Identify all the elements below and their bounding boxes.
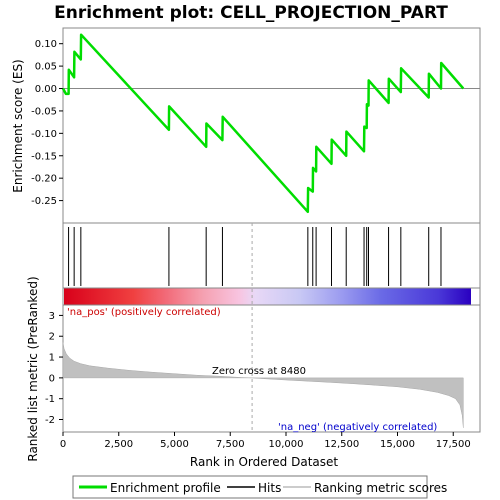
x-tick-label: 17,500	[436, 439, 471, 450]
x-axis-label: Rank in Ordered Dataset	[190, 455, 338, 469]
x-tick-label: 5,000	[160, 439, 189, 450]
rank-y-tick-label: 0	[49, 373, 55, 384]
legend-label-hits: Hits	[258, 481, 281, 495]
es-y-axis-label: Enrichment score (ES)	[11, 59, 25, 192]
es-y-tick-label: -0.15	[31, 151, 57, 162]
x-tick-label: 7,500	[216, 439, 245, 450]
x-tick-label: 2,500	[104, 439, 133, 450]
pos-correlated-label: 'na_pos' (positively correlated)	[67, 307, 221, 318]
x-tick-label: 0	[60, 439, 66, 450]
x-tick-label: 15,000	[380, 439, 415, 450]
rank-y-tick-label: 3	[49, 311, 55, 322]
rank-x-axis: 0 2,500 5,000 7,500 10,000 12,500 15,000 17,500	[60, 432, 471, 450]
es-y-tick-label: -0.05	[31, 106, 57, 117]
rank-y-tick-label: -2	[45, 415, 55, 426]
chart-title: Enrichment plot: CELL_PROJECTION_PART	[54, 3, 448, 23]
es-y-tick-label: -0.10	[31, 129, 57, 140]
rank-y-tick-label: 1	[49, 353, 55, 364]
rank-y-tick-label: -1	[45, 394, 55, 405]
es-y-axis: 0.10 0.05 0.00 -0.05 -0.10 -0.15 -0.20 -0.25	[31, 39, 63, 207]
es-y-tick-label: -0.25	[31, 196, 57, 207]
rank-y-axis: 3 2 1 0 -1 -2	[45, 311, 63, 426]
rank-y-tick-label: 2	[49, 332, 55, 343]
x-tick-label: 10,000	[268, 439, 303, 450]
rank-y-axis-label: Ranked list metric (PreRanked)	[26, 276, 40, 461]
zero-cross-label: Zero cross at 8480	[212, 366, 306, 377]
es-y-tick-label: 0.05	[35, 62, 57, 73]
x-tick-label: 12,500	[324, 439, 359, 450]
es-y-tick-label: -0.20	[31, 174, 57, 185]
es-panel	[63, 28, 480, 223]
es-y-tick-label: 0.00	[35, 84, 57, 95]
legend-label-ranking: Ranking metric scores	[314, 481, 447, 495]
hits-panel	[63, 223, 480, 288]
neg-correlated-label: 'na_neg' (negatively correlated)	[278, 422, 437, 433]
legend-label-enrichment: Enrichment profile	[110, 481, 221, 495]
legend: Enrichment profile Hits Ranking metric s…	[73, 476, 447, 498]
es-y-tick-label: 0.10	[35, 39, 57, 50]
ranking-heatbar	[64, 288, 471, 305]
